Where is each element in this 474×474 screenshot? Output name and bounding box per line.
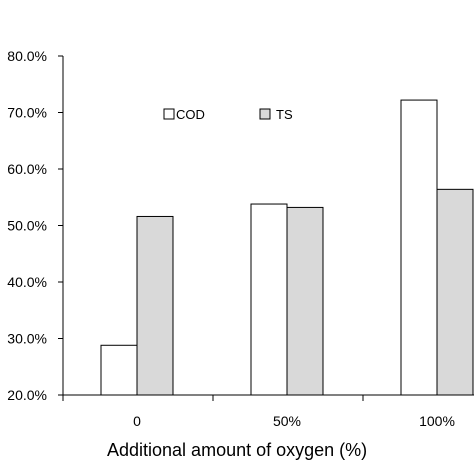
x-tick-label: 100% bbox=[419, 413, 455, 429]
y-tick-label: 60.0% bbox=[7, 161, 47, 177]
legend-label-cod: COD bbox=[176, 107, 205, 122]
bar-cod-1 bbox=[250, 203, 288, 396]
legend-swatch-ts bbox=[259, 108, 271, 120]
x-tick-label: 0 bbox=[133, 413, 141, 429]
legend-label-ts: TS bbox=[276, 107, 293, 122]
y-tick-label: 70.0% bbox=[7, 105, 47, 121]
legend: COD TS bbox=[163, 107, 293, 122]
y-axis: 20.0% 30.0% 40.0% 50.0% 60.0% 70.0% 80.0% bbox=[7, 48, 64, 403]
bar-ts-1 bbox=[286, 206, 324, 396]
x-axis-title: Additional amount of oxygen (%) bbox=[107, 440, 367, 460]
bar-cod-0 bbox=[100, 344, 138, 396]
bar-cod-2 bbox=[400, 99, 438, 396]
y-tick-label: 20.0% bbox=[7, 387, 47, 403]
x-axis: 0 50% 100% bbox=[62, 394, 474, 429]
y-tick-label: 80.0% bbox=[7, 48, 47, 64]
legend-swatch-cod bbox=[163, 108, 175, 120]
y-tick-label: 50.0% bbox=[7, 218, 47, 234]
y-tick-label: 30.0% bbox=[7, 331, 47, 347]
bar-ts-0 bbox=[136, 215, 174, 396]
y-tick-label: 40.0% bbox=[7, 274, 47, 290]
bars bbox=[100, 99, 474, 396]
x-tick-label: 50% bbox=[273, 413, 301, 429]
bar-ts-2 bbox=[436, 188, 474, 396]
